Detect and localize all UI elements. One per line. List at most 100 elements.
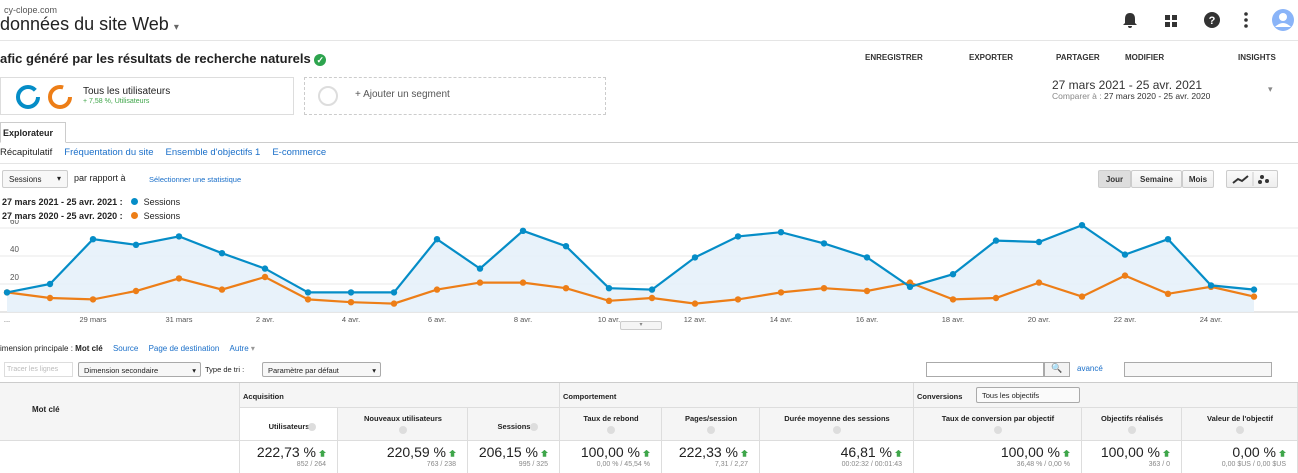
legend-period: 27 mars 2020 - 25 avr. 2020 :: [2, 211, 123, 221]
data-point: [218, 286, 226, 293]
sort-value: Paramètre par défaut: [268, 366, 339, 375]
total-detail: 7,31 / 2,27: [714, 461, 748, 468]
total-detail: 363 / 0: [1148, 461, 1170, 468]
select-metric[interactable]: Sélectionner une statistique: [149, 175, 242, 184]
report-action[interactable]: ENREGISTRER: [865, 53, 923, 62]
dimension-option[interactable]: Page de destination: [148, 344, 220, 353]
help-icon: [994, 426, 1002, 434]
top-icons: ?: [1123, 9, 1294, 31]
data-point: [347, 299, 355, 306]
secondary-label: Dimension secondaire: [84, 366, 159, 375]
add-segment[interactable]: + Ajouter un segment: [304, 77, 606, 115]
date-range[interactable]: 27 mars 2021 - 25 avr. 2021: [1052, 78, 1203, 92]
dimension-option[interactable]: Source: [112, 344, 139, 353]
column-header[interactable]: Nouveaux utilisateurs: [338, 414, 468, 423]
column-header-text: Sessions: [497, 422, 531, 431]
column-header-cell: [338, 408, 468, 440]
chart-collapse[interactable]: ▾: [620, 321, 662, 330]
column-header[interactable]: Sessions: [468, 422, 560, 431]
subtab[interactable]: Ensemble d'objectifs 1: [165, 147, 261, 158]
data-point: [734, 233, 742, 240]
data-point: [605, 285, 613, 292]
data-point: [1121, 251, 1129, 258]
search-input[interactable]: [926, 362, 1044, 377]
sort-label: Type de tri :: [205, 365, 245, 374]
data-point: [218, 250, 226, 257]
data-table: Mot clé Acquisition Comportement Conversion…: [0, 382, 1298, 473]
data-point: [992, 237, 1000, 244]
data-point: [648, 294, 656, 302]
report-action[interactable]: PARTAGER: [1056, 53, 1100, 62]
column-header[interactable]: Objectifs réalisés: [1082, 414, 1182, 423]
subtab[interactable]: E-commerce: [272, 147, 327, 158]
column-header[interactable]: Pages/session: [662, 414, 760, 423]
column-header[interactable]: Durée moyenne des sessions: [760, 414, 914, 423]
subtab[interactable]: Fréquentation du site: [64, 147, 154, 158]
property-domain: cy-clope.com: [4, 5, 58, 15]
column-header[interactable]: Taux de conversion par objectif: [914, 414, 1082, 423]
x-tick-label: 14 avr.: [770, 315, 793, 324]
help-icon: [1236, 426, 1244, 434]
subtab[interactable]: Récapitulatif: [0, 147, 53, 158]
data-point: [691, 300, 699, 307]
data-point: [390, 300, 398, 307]
search-button[interactable]: 🔍: [1044, 362, 1070, 377]
change-arrow: [741, 449, 748, 457]
y-tick-label: 20: [10, 273, 19, 282]
report-action[interactable]: MODIFIER: [1125, 53, 1165, 62]
apps-icon[interactable]: [1165, 15, 1177, 27]
data-point: [175, 233, 183, 240]
total-detail: 763 / 238: [426, 461, 456, 468]
date-dropdown[interactable]: ▾: [1268, 84, 1273, 94]
view-title[interactable]: données du site Web ▾: [0, 14, 179, 34]
report-action[interactable]: INSIGHTS: [1238, 53, 1276, 62]
column-header[interactable]: Taux de rebond: [560, 414, 662, 423]
plot-rows[interactable]: Tracer les lignes: [4, 362, 73, 377]
x-tick-label: 18 avr.: [942, 315, 965, 324]
column-header[interactable]: Valeur de l'objectif: [1182, 414, 1298, 423]
granularity-button[interactable]: Jour: [1098, 170, 1131, 188]
dimension-option[interactable]: Autre: [229, 344, 249, 353]
data-point: [175, 275, 183, 282]
x-tick-label: 16 avr.: [856, 315, 879, 324]
sort-select[interactable]: Paramètre par défaut ▾: [262, 362, 381, 377]
data-point: [863, 287, 871, 295]
divider: [0, 40, 1298, 41]
subtabs: Récapitulatif Fréquentation du site Ensemb…: [0, 147, 326, 158]
column-header-cell: [468, 408, 560, 440]
notifications-icon[interactable]: [1123, 13, 1137, 28]
total-value: 100,00 %: [1000, 444, 1060, 460]
segment-card[interactable]: Tous les utilisateurs + 7,58 %, Utilisat…: [0, 77, 294, 115]
total-detail: 852 / 264: [296, 461, 326, 468]
column-header[interactable]: Utilisateurs: [240, 422, 338, 431]
y-tick-label: 40: [10, 245, 19, 254]
data-point: [1164, 236, 1172, 243]
total-detail: 0,00 $US / 0,00 $US: [1221, 461, 1286, 468]
granularity-button[interactable]: Mois: [1182, 170, 1214, 188]
data-point: [1078, 222, 1086, 229]
data-point: [949, 296, 957, 303]
help-icon[interactable]: [1204, 12, 1220, 28]
tab[interactable]: Explorateur: [0, 122, 66, 143]
data-point: [1250, 286, 1258, 293]
granularity-button[interactable]: Semaine: [1131, 170, 1182, 188]
total-detail: 0,00 % / 45,54 %: [596, 461, 650, 468]
metric-select[interactable]: Sessions ▾: [2, 170, 68, 188]
view-toggle[interactable]: [1124, 362, 1272, 377]
menu-icon[interactable]: [1244, 12, 1248, 28]
change-arrow: [1279, 449, 1286, 457]
report-action[interactable]: EXPORTER: [969, 53, 1014, 62]
group-header: Conversions: [917, 392, 963, 401]
conversion-select[interactable]: Tous les objectifs: [976, 387, 1080, 403]
x-tick-label: 22 avr.: [1114, 315, 1137, 324]
secondary-dimension[interactable]: Dimension secondaire ▾: [78, 362, 201, 377]
chart-type-toggle[interactable]: [1226, 170, 1278, 188]
total-value-row: 100,00 %: [1001, 444, 1070, 460]
advanced-link[interactable]: avancé: [1077, 364, 1103, 373]
x-tick-label: 20 avr.: [1028, 315, 1051, 324]
data-point: [992, 294, 1000, 302]
x-tick-label: 24 avr.: [1200, 315, 1223, 324]
total-detail: 995 / 325: [518, 461, 548, 468]
